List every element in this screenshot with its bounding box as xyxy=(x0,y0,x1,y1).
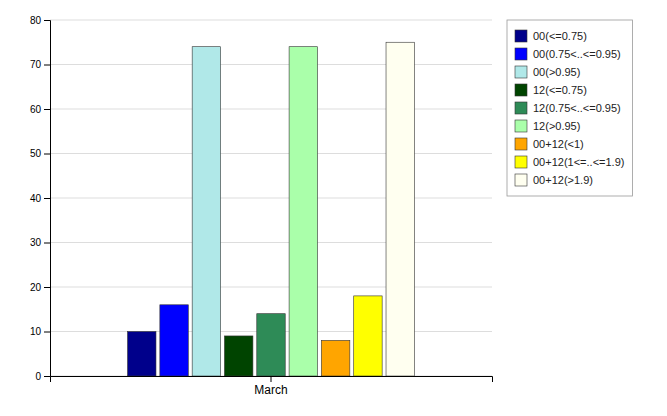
bar xyxy=(289,47,317,376)
y-tick: 80 xyxy=(30,15,50,26)
legend-label: 00(0.75<..<=0.95) xyxy=(533,48,621,60)
y-tick-label: 10 xyxy=(30,326,42,337)
grid-line xyxy=(50,109,492,110)
y-tick-mark xyxy=(44,65,50,66)
y-tick-label: 60 xyxy=(30,104,42,115)
legend-box xyxy=(507,20,632,196)
y-tick: 40 xyxy=(30,193,50,204)
legend-swatch xyxy=(515,30,527,42)
y-tick-label: 40 xyxy=(30,193,42,204)
legend-swatch xyxy=(515,138,527,150)
bar xyxy=(354,296,382,376)
y-tick: 60 xyxy=(30,104,50,115)
y-tick-mark xyxy=(44,332,50,333)
legend-swatch xyxy=(515,156,527,168)
grid-line xyxy=(50,242,492,243)
y-tick-mark xyxy=(44,376,50,377)
y-tick-mark xyxy=(44,243,50,244)
y-tick-mark xyxy=(44,20,50,21)
x-tick: March xyxy=(254,376,287,397)
legend-item: 00+12(1<=..<=1.9) xyxy=(515,156,624,168)
bar xyxy=(386,42,414,376)
grid-line xyxy=(50,287,492,288)
chart-svg: 0 10 20 30 40 50 60 70 80 March 00(<=0.75) 00(0.75<… xyxy=(0,0,667,416)
legend-label: 12(0.75<..<=0.95) xyxy=(533,102,621,114)
x-axis: March xyxy=(51,376,493,397)
legend-item: 12(>0.95) xyxy=(515,120,580,132)
legend-item: 00(0.75<..<=0.95) xyxy=(515,48,621,60)
chart-container: 0 10 20 30 40 50 60 70 80 March 00(<=0.75) 00(0.75<… xyxy=(0,0,667,416)
legend-item: 00+12(<1) xyxy=(515,138,584,150)
y-tick-label: 0 xyxy=(35,371,41,382)
grid-line xyxy=(50,153,492,154)
y-tick: 70 xyxy=(30,59,50,70)
y-tick-mark xyxy=(44,109,50,110)
y-tick: 30 xyxy=(30,237,50,248)
legend-label: 12(<=0.75) xyxy=(533,84,587,96)
x-tick-label: March xyxy=(254,383,287,397)
y-tick-label: 80 xyxy=(30,15,42,26)
legend-item: 00+12(>1.9) xyxy=(515,174,593,186)
y-tick-mark xyxy=(44,198,50,199)
legend-label: 00+12(>1.9) xyxy=(533,174,593,186)
legend-label: 00(>0.95) xyxy=(533,66,580,78)
grid-line xyxy=(50,64,492,65)
legend-item: 12(<=0.75) xyxy=(515,84,587,96)
legend-label: 12(>0.95) xyxy=(533,120,580,132)
y-tick-label: 20 xyxy=(30,282,42,293)
grid xyxy=(50,20,492,376)
legend-label: 00+12(<1) xyxy=(533,138,584,150)
y-tick-mark xyxy=(44,154,50,155)
bars xyxy=(128,42,415,376)
bar xyxy=(192,47,220,376)
legend-swatch xyxy=(515,84,527,96)
y-tick: 20 xyxy=(30,282,50,293)
legend-item: 12(0.75<..<=0.95) xyxy=(515,102,621,114)
legend: 00(<=0.75) 00(0.75<..<=0.95) 00(>0.95) 12(<… xyxy=(507,20,632,196)
y-axis-line xyxy=(44,21,51,377)
legend-label: 00+12(1<=..<=1.9) xyxy=(533,156,624,168)
plot-area: 0 10 20 30 40 50 60 70 80 March xyxy=(30,15,493,397)
grid-line xyxy=(50,20,492,21)
legend-swatch xyxy=(515,120,527,132)
legend-swatch xyxy=(515,102,527,114)
y-tick: 50 xyxy=(30,148,50,159)
y-tick: 10 xyxy=(30,326,50,337)
legend-swatch xyxy=(515,48,527,60)
y-axis: 0 10 20 30 40 50 60 70 80 xyxy=(30,15,51,382)
y-tick-label: 50 xyxy=(30,148,42,159)
bar xyxy=(321,340,349,376)
legend-item: 00(<=0.75) xyxy=(515,30,587,42)
x-tick-mark xyxy=(271,376,272,382)
y-tick-label: 30 xyxy=(30,237,42,248)
y-tick-label: 70 xyxy=(30,59,42,70)
legend-item: 00(>0.95) xyxy=(515,66,580,78)
bar xyxy=(257,314,285,376)
grid-line xyxy=(50,198,492,199)
legend-label: 00(<=0.75) xyxy=(533,30,587,42)
x-axis-line xyxy=(51,377,493,383)
y-tick-mark xyxy=(44,287,50,288)
legend-swatch xyxy=(515,174,527,186)
bar xyxy=(128,332,156,377)
legend-swatch xyxy=(515,66,527,78)
y-tick: 0 xyxy=(35,371,50,382)
bar xyxy=(160,305,188,376)
bar xyxy=(224,336,252,376)
